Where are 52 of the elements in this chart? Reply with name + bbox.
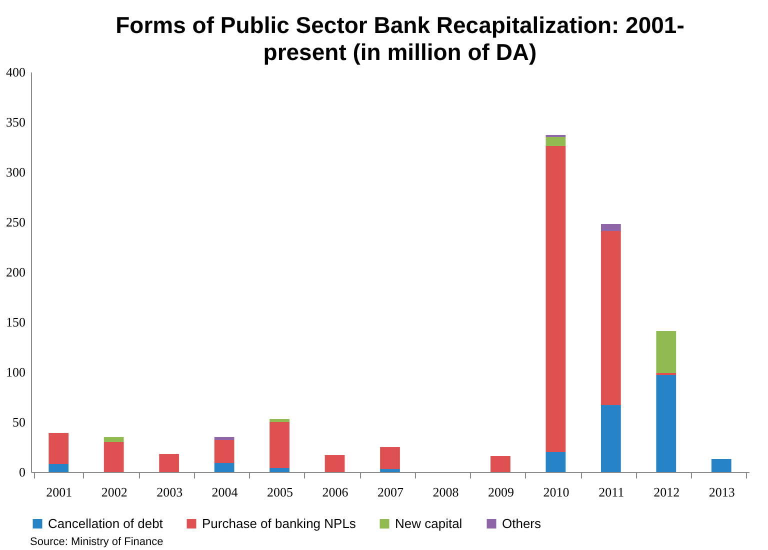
bar — [214, 440, 234, 463]
bar — [270, 468, 290, 472]
bar — [214, 463, 234, 472]
bar — [270, 419, 290, 422]
chart-title: Forms of Public Sector Bank Recapitalization: 2001-present (in million of DA) — [114, 12, 686, 66]
y-tick-label: 150 — [6, 314, 26, 330]
x-tick-label: 2009 — [488, 484, 514, 500]
y-tick-label: 300 — [6, 164, 26, 180]
bar — [490, 456, 510, 472]
bar — [546, 452, 566, 472]
bar — [546, 146, 566, 452]
bar — [270, 422, 290, 468]
y-tick-label: 200 — [6, 264, 26, 280]
y-tick-label: 250 — [6, 214, 26, 230]
x-tick-label: 2012 — [654, 484, 680, 500]
bar — [600, 405, 621, 472]
bar — [324, 455, 345, 472]
y-tick-label: 400 — [6, 64, 26, 80]
legend-label: Others — [502, 516, 542, 531]
x-tick-label: 2010 — [543, 484, 570, 500]
bar — [656, 331, 676, 373]
bar — [656, 375, 676, 472]
legend-label: Cancellation of debt — [48, 516, 164, 531]
bar — [104, 437, 124, 442]
x-tick-label: 2002 — [101, 484, 128, 500]
bar — [380, 469, 400, 472]
y-tick-label: 0 — [19, 464, 26, 480]
x-tick-label: 2006 — [322, 484, 349, 500]
x-tick-label: 2013 — [708, 484, 735, 500]
bar — [159, 454, 180, 472]
bar — [711, 459, 732, 472]
bar — [48, 464, 69, 472]
source-note: Source: Ministry of Finance — [30, 536, 164, 548]
y-tick-label: 100 — [6, 364, 26, 380]
x-tick-label: 2004 — [212, 484, 238, 500]
x-tick-label: 2007 — [378, 484, 404, 500]
x-tick-label: 2008 — [432, 484, 459, 500]
bar — [600, 224, 621, 231]
x-tick-label: 2011 — [598, 484, 624, 500]
x-tick-label: 2003 — [156, 484, 183, 500]
bar — [600, 231, 621, 405]
bar — [214, 437, 234, 440]
y-tick-label: 50 — [12, 414, 26, 430]
bar — [546, 137, 566, 146]
legend-label: Purchase of banking NPLs — [202, 516, 356, 531]
legend-label: New capital — [395, 516, 462, 531]
bar — [380, 447, 400, 469]
bar — [48, 433, 69, 464]
bar — [104, 442, 124, 472]
x-tick-label: 2001 — [46, 484, 72, 500]
y-tick-label: 350 — [6, 114, 26, 130]
x-tick-label: 2005 — [267, 484, 294, 500]
